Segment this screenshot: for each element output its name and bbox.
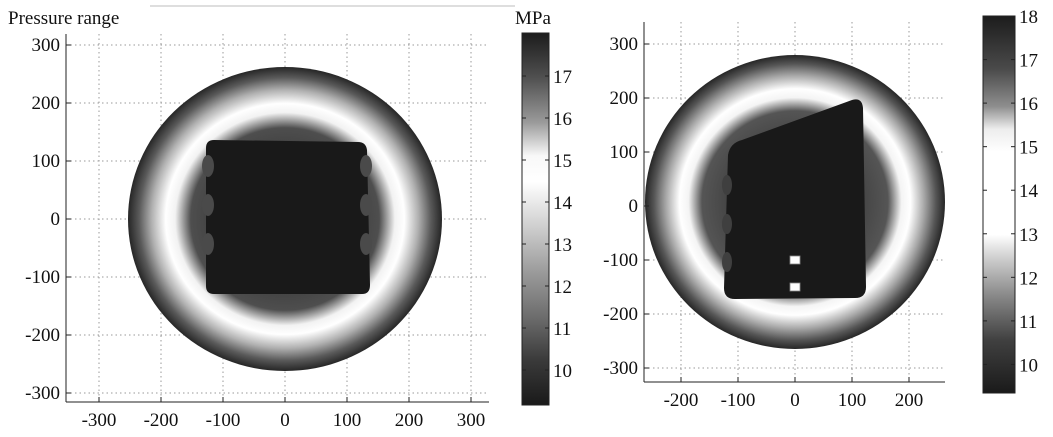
y-tick-label: 200: [32, 93, 61, 114]
right-axis-ticks: -200 -100 0 100 200 300 200 100 0 -100 -200 -300: [603, 34, 923, 411]
colorbar-tick-label: 15: [553, 151, 572, 172]
colorbar-tick-label: 16: [553, 109, 572, 130]
y-tick-label: 100: [610, 142, 639, 163]
x-tick-label: -100: [206, 410, 241, 431]
right-inner-notches: [722, 175, 732, 272]
figure-top-left-label: Pressure range: [8, 8, 119, 29]
left-plot: -300 -200 -100 0 100 200 300 300 200 100 0 -100 -200…: [25, 32, 573, 431]
colorbar-tick-label: 17: [553, 67, 572, 88]
right-colorbar-ticks: 18 17 16 15 14 13 12 11 10: [983, 7, 1039, 376]
colorbar-tick-label: 14: [553, 193, 573, 214]
colorbar-tick-label: 13: [1019, 225, 1038, 246]
left-axis-ticks: -300 -200 -100 0 100 200 300 300 200 100 0 -100 -200…: [25, 35, 485, 431]
y-tick-label: -300: [603, 358, 638, 379]
left-colorbar: [521, 32, 550, 406]
y-tick-label: 300: [32, 35, 61, 56]
colorbar-unit-label: MPa: [515, 8, 551, 29]
y-tick-label: 300: [610, 34, 639, 55]
x-tick-label: 200: [895, 390, 924, 411]
y-tick-label: -100: [603, 250, 638, 271]
colorbar-tick-label: 16: [1019, 94, 1038, 115]
x-tick-label: 100: [333, 410, 362, 431]
left-colorbar-ticks: 17 16 15 14 13 12 11 10: [522, 67, 573, 382]
colorbar-tick-label: 10: [1019, 355, 1038, 376]
colorbar-tick-label: 13: [553, 235, 572, 256]
colorbar-tick-label: 14: [1019, 181, 1039, 202]
marker-point: [789, 282, 801, 292]
x-tick-label: 100: [838, 390, 867, 411]
x-tick-label: 0: [790, 390, 800, 411]
left-inner-low-pressure-region: [206, 140, 370, 294]
colorbar-tick-label: 11: [553, 319, 571, 340]
x-tick-label: -200: [144, 410, 179, 431]
x-tick-label: -200: [664, 390, 699, 411]
right-plot: -200 -100 0 100 200 300 200 100 0 -100 -200 -300 18…: [603, 7, 1038, 411]
right-colorbar: [982, 15, 1016, 394]
x-tick-label: 0: [280, 410, 290, 431]
colorbar-tick-label: 11: [1019, 312, 1037, 333]
y-tick-label: -200: [603, 304, 638, 325]
x-tick-label: 300: [457, 410, 486, 431]
y-tick-label: 100: [32, 151, 61, 172]
x-tick-label: -100: [721, 390, 756, 411]
y-tick-label: 200: [610, 88, 639, 109]
y-tick-label: 0: [629, 196, 639, 217]
x-tick-label: -300: [82, 410, 117, 431]
y-tick-label: 0: [51, 209, 61, 230]
y-tick-label: -300: [25, 383, 60, 404]
colorbar-tick-label: 18: [1019, 7, 1038, 28]
colorbar-tick-label: 12: [1019, 268, 1038, 289]
right-markers: [789, 255, 801, 292]
colorbar-tick-label: 12: [553, 277, 572, 298]
y-tick-label: -100: [25, 267, 60, 288]
colorbar-tick-label: 17: [1019, 51, 1038, 72]
colorbar-tick-label: 10: [553, 361, 572, 382]
x-tick-label: 200: [395, 410, 424, 431]
marker-point: [789, 255, 801, 265]
left-inner-notches: [202, 155, 372, 255]
colorbar-tick-label: 15: [1019, 138, 1038, 159]
y-tick-label: -200: [25, 325, 60, 346]
right-inner-low-pressure-region: [724, 99, 866, 299]
